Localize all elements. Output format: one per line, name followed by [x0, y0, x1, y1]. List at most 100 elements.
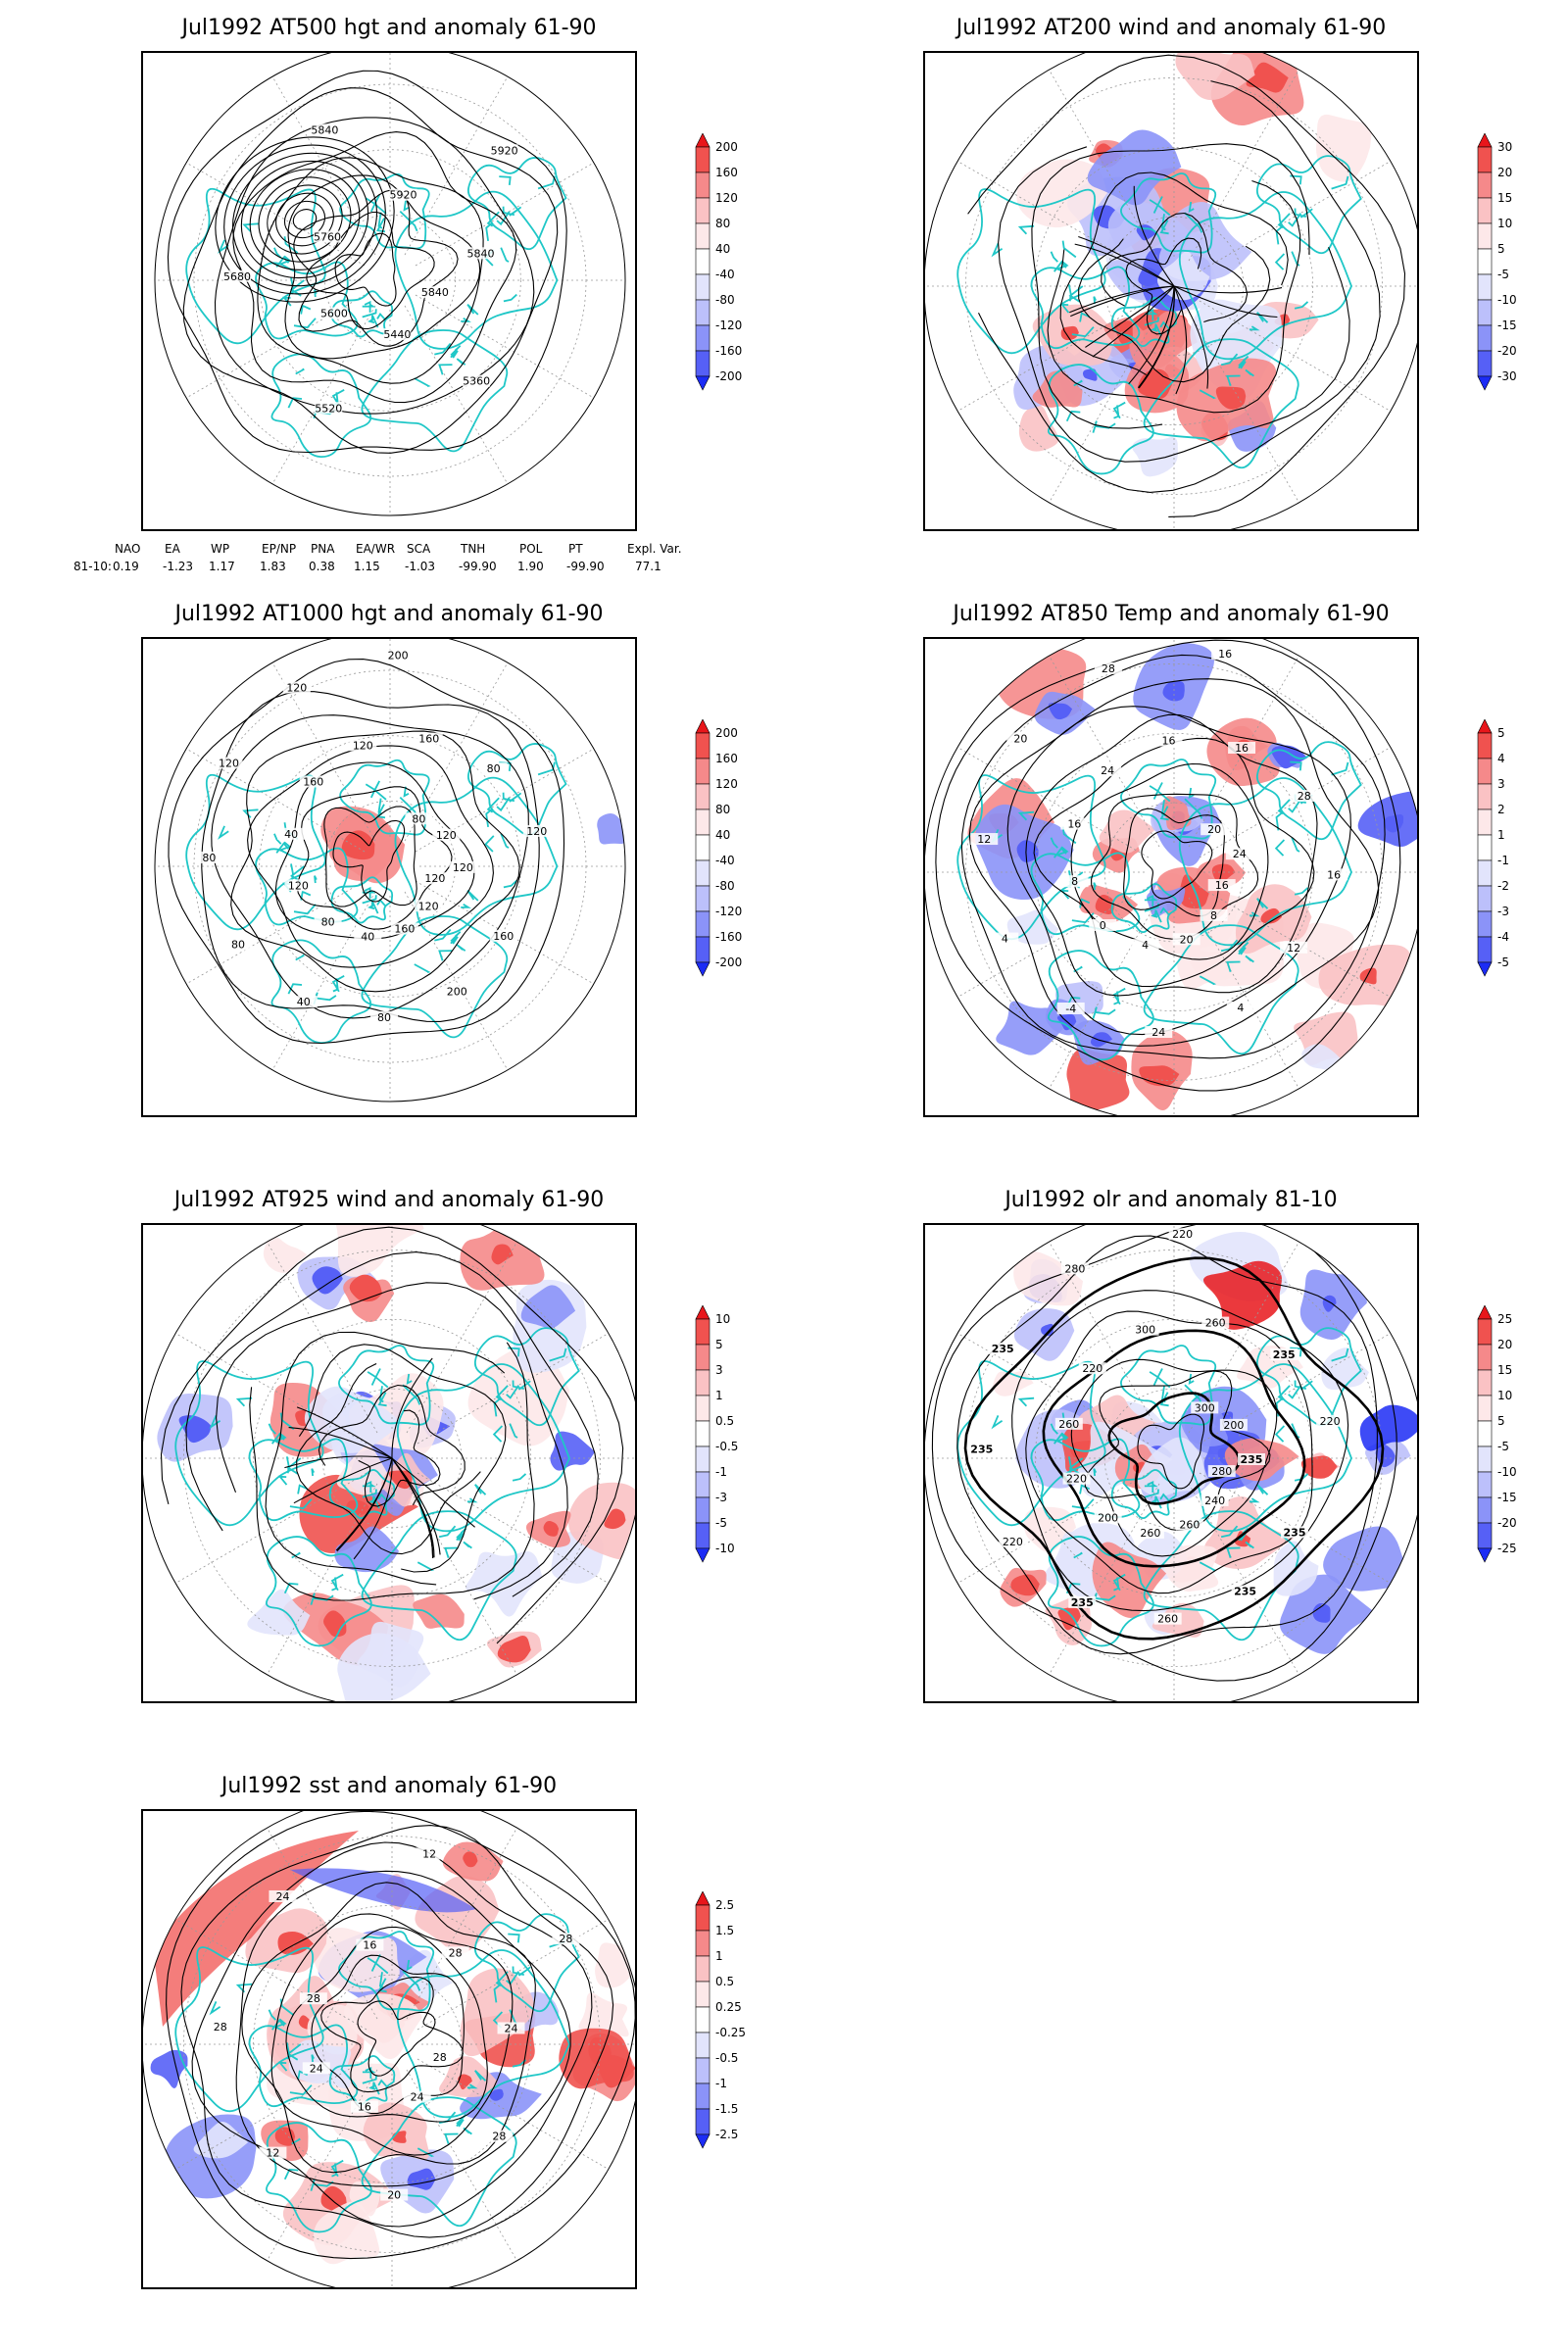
- contour-label: 12: [1287, 942, 1300, 955]
- border-segment: [1159, 906, 1170, 915]
- index-header: PNA: [311, 542, 335, 556]
- colorbar-tick-label: -15: [1497, 318, 1517, 332]
- border-segment: [1220, 353, 1239, 367]
- border-segment: [1050, 837, 1058, 849]
- contour-label-bg: [1200, 823, 1229, 836]
- contour-label-bg: [432, 828, 461, 841]
- colorbar-tick-label: -200: [715, 369, 742, 383]
- colorbar-segment: [695, 2032, 710, 2059]
- contour-label-bg: [1131, 1323, 1159, 1336]
- contour-label-bg: [313, 230, 341, 243]
- colorbar-segment: [695, 172, 710, 199]
- anomaly-shade: [1175, 53, 1255, 101]
- contour-label-bg: [1006, 732, 1035, 745]
- contour-label-bg: [390, 922, 418, 935]
- border-segment: [466, 303, 479, 316]
- map-frame: 5840 5360 5440 5520 5600 5680 5760 5840 5920 5920…: [141, 51, 637, 531]
- anomaly-shade: [1202, 1260, 1282, 1330]
- border-segment: [1017, 1396, 1035, 1407]
- border-segment: [1159, 1493, 1170, 1501]
- contour-label: 120: [353, 739, 373, 752]
- streamline: [185, 1251, 599, 1597]
- contour-label-bg: [1281, 1526, 1309, 1539]
- colorbar-tick-label: 5: [715, 1338, 723, 1351]
- contour-line: [270, 1913, 514, 2156]
- panel-925wind: Jul1992 AT925 wind and anomaly 61-90 10 5…: [141, 1188, 788, 1737]
- contour-label: 120: [436, 829, 457, 842]
- border-segment: [275, 1432, 287, 1442]
- colorbar-segment: [695, 222, 710, 250]
- contour-label: 16: [1218, 648, 1232, 661]
- latitude-circle: [183, 1250, 601, 1667]
- contour-label: 120: [424, 872, 445, 885]
- streamline: [1138, 285, 1175, 389]
- anomaly-shade-core: [1178, 874, 1209, 909]
- contour-label-bg: [425, 2051, 454, 2064]
- colorbar-segment: [695, 146, 710, 173]
- colorbar-segment: [695, 350, 710, 377]
- border-segment: [275, 2018, 287, 2028]
- contour-label: 28: [449, 1946, 463, 1959]
- colorbar-segment: [695, 1471, 710, 1498]
- contour-line: [223, 144, 386, 295]
- border-segment: [1160, 214, 1166, 231]
- colorbar-segment: [1477, 834, 1493, 861]
- coastline: [328, 2055, 396, 2106]
- contour-line: [284, 174, 481, 360]
- map-field: [143, 1225, 635, 1701]
- contour-label-bg: [489, 929, 517, 942]
- colorbar-tick-label: -1: [1497, 854, 1509, 867]
- contour-label: 24: [411, 2091, 424, 2104]
- colorbar-top-arrow: [1477, 133, 1493, 148]
- border-segment: [291, 1551, 301, 1559]
- latitude-circle: [259, 149, 521, 412]
- border-segment: [242, 222, 259, 232]
- anomaly-shade: [1203, 1495, 1295, 1569]
- index-header: POL: [519, 542, 543, 556]
- panel-title: Jul1992 AT200 wind and anomaly 61-90: [956, 16, 1387, 40]
- contour-label: 160: [303, 775, 323, 788]
- colorbar-segment: [695, 299, 710, 326]
- border-segment: [362, 1489, 377, 1498]
- colorbar-segment: [695, 783, 710, 810]
- border-segment: [1294, 1380, 1306, 1390]
- streamline: [1069, 285, 1175, 314]
- map-frame: 120 160 120 200 160 80 40 40 80 80 120 80 40 120 160 12…: [141, 637, 637, 1117]
- contour-label-bg: [1153, 1612, 1182, 1625]
- anomaly-shade: [193, 2122, 249, 2159]
- panel-title: Jul1992 AT1000 hgt and anomaly 61-90: [174, 602, 604, 626]
- border-segment: [1238, 947, 1247, 956]
- border-segment: [1079, 312, 1091, 322]
- colorbar-segment: [695, 2006, 710, 2034]
- contour-label-bg: [299, 775, 327, 788]
- contour-label-bg: [1270, 1348, 1298, 1361]
- border-segment: [1226, 1546, 1241, 1558]
- anomaly-shade-core: [388, 1470, 413, 1490]
- border-segment: [1159, 220, 1169, 235]
- coastline: [255, 847, 359, 926]
- border-segment: [461, 903, 471, 908]
- index-value: -1.03: [405, 560, 436, 573]
- border-segment: [1159, 320, 1170, 329]
- contour-label-bg: [1191, 1401, 1219, 1414]
- contour-label: 4: [1142, 939, 1149, 952]
- colorbar-tick-label: 200: [715, 140, 738, 154]
- indices-value-row: 81-10: 0.19 -1.23 1.17 1.83 0.38 1.15 -1.03 -99.…: [74, 560, 750, 577]
- border-segment: [1017, 810, 1035, 821]
- colorbar-segment: [695, 885, 710, 912]
- coastline: [1120, 1345, 1217, 1426]
- teleconnection-indices: NAO EA WP EP/NP PNA EA/WR SCA TNH POL PT Expl. Var…: [74, 542, 750, 577]
- coastline: [338, 1345, 435, 1426]
- colorbar-segment: [1477, 1522, 1493, 1549]
- contour-label: 80: [487, 762, 501, 775]
- border-segment: [1220, 939, 1239, 953]
- contour-label-bg: [999, 1535, 1027, 1547]
- anomaly-shade-core: [1082, 368, 1098, 381]
- border-segment: [1160, 800, 1166, 817]
- colorbar-top-arrow: [695, 1891, 710, 1906]
- colorbar-tick-label: -80: [715, 293, 735, 307]
- contour-label-bg: [277, 827, 306, 840]
- contour-line: [283, 200, 326, 239]
- colorbar-tick-label: -5: [715, 1516, 727, 1530]
- border-segment: [331, 975, 345, 993]
